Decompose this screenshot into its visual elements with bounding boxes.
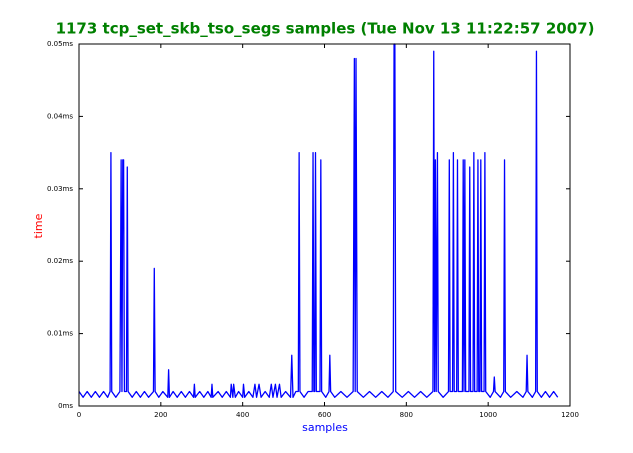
y-tick-label: 0ms (58, 402, 73, 410)
x-tick-label: 0 (77, 411, 81, 419)
x-tick-label: 1200 (561, 411, 579, 419)
plot-frame (78, 43, 571, 407)
y-tick-label: 0.03ms (47, 185, 73, 193)
x-tick-label: 200 (154, 411, 167, 419)
x-tick-label: 400 (236, 411, 249, 419)
chart-title: 1173 tcp_set_skb_tso_segs samples (Tue N… (56, 20, 595, 38)
y-tick-label: 0.01ms (47, 330, 73, 338)
y-tick-label: 0.05ms (47, 40, 73, 48)
x-tick-label: 600 (318, 411, 331, 419)
y-tick-label: 0.04ms (47, 112, 73, 120)
y-tick-label: 0.02ms (47, 257, 73, 265)
y-axis-label: time (32, 213, 45, 238)
x-axis-label: samples (302, 421, 348, 434)
x-tick-label: 1000 (479, 411, 497, 419)
data-line (78, 43, 559, 398)
x-tick-label: 800 (400, 411, 413, 419)
